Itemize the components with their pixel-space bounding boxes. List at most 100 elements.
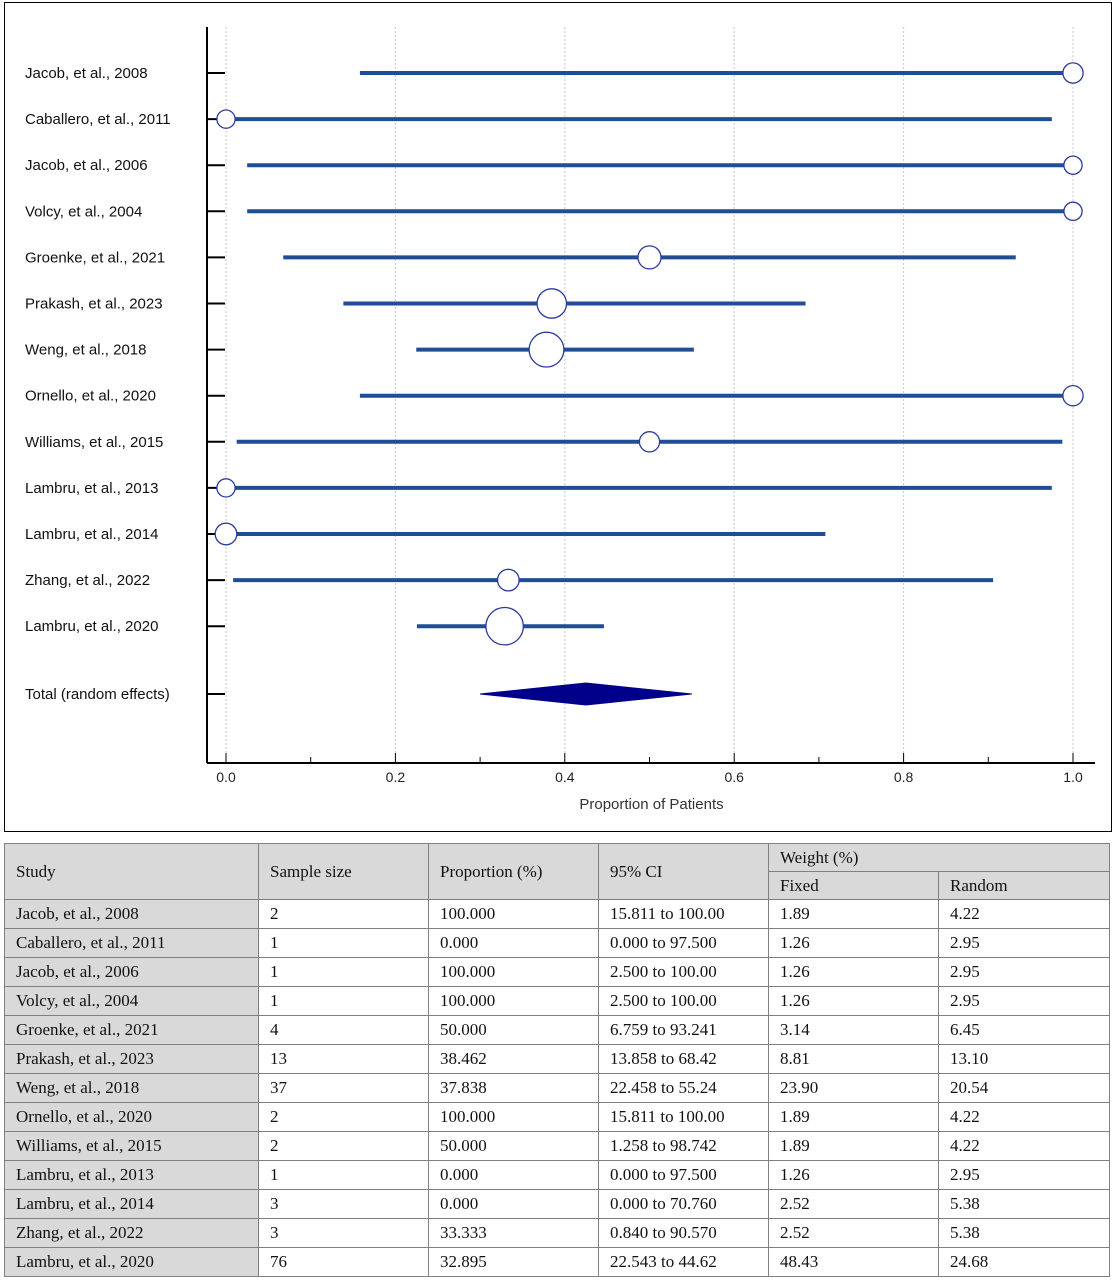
- estimate-marker: [1063, 201, 1083, 222]
- table-row: Williams, et al., 2015 2 50.000 1.258 to 98…: [4, 1131, 1111, 1161]
- cell-ci: 6.759 to 93.241: [598, 1015, 769, 1045]
- study-label: Volcy, et al., 2004: [25, 203, 142, 220]
- x-axis-title: Proportion of Patients: [579, 796, 723, 813]
- cell-sample-size: 2: [258, 899, 429, 929]
- cell-sample-size: 13: [258, 1044, 429, 1074]
- cell-proportion: 100.000: [428, 986, 599, 1016]
- cell-sample-size: 2: [258, 1102, 429, 1132]
- cell-study: Jacob, et al., 2008: [4, 899, 259, 929]
- cell-weight-random: 2.95: [937, 957, 1111, 987]
- estimate-marker: [216, 478, 236, 498]
- cell-weight-fixed: 48.43: [768, 1247, 939, 1277]
- table-row: Volcy, et al., 2004 1 100.000 2.500 to 100.…: [4, 986, 1111, 1016]
- cell-ci: 22.543 to 44.62: [598, 1247, 769, 1277]
- study-table: Study Sample size Proportion (%) 95% CI …: [4, 843, 1111, 1277]
- estimate-marker: [1062, 62, 1084, 84]
- cell-study: Caballero, et al., 2011: [4, 928, 259, 958]
- cell-sample-size: 76: [258, 1247, 429, 1277]
- cell-weight-fixed: 1.26: [768, 1160, 939, 1190]
- estimate-marker: [214, 522, 238, 546]
- study-label: Jacob, et al., 2006: [25, 157, 148, 174]
- table-row: Jacob, et al., 2008 2 100.000 15.811 to 100…: [4, 899, 1111, 929]
- estimate-marker: [536, 288, 568, 319]
- cell-weight-fixed: 3.14: [768, 1015, 939, 1045]
- header-weight-fixed: Fixed: [768, 871, 939, 900]
- study-label: Ornello, et al., 2020: [25, 388, 156, 405]
- estimate-marker: [528, 331, 565, 368]
- cell-study: Groenke, et al., 2021: [4, 1015, 259, 1045]
- cell-weight-random: 4.22: [937, 1102, 1111, 1132]
- cell-sample-size: 2: [258, 1131, 429, 1161]
- cell-proportion: 50.000: [428, 1015, 599, 1045]
- cell-weight-fixed: 2.52: [768, 1218, 939, 1248]
- estimate-marker: [1062, 384, 1084, 407]
- cell-weight-random: 2.95: [937, 928, 1111, 958]
- cell-weight-fixed: 1.89: [768, 899, 939, 929]
- estimate-marker: [1063, 155, 1083, 175]
- cell-ci: 0.840 to 90.570: [598, 1218, 769, 1248]
- cell-study: Weng, et al., 2018: [4, 1073, 259, 1103]
- cell-ci: 13.858 to 68.42: [598, 1044, 769, 1074]
- cell-sample-size: 37: [258, 1073, 429, 1103]
- table-row: Jacob, et al., 2006 1 100.000 2.500 to 100.…: [4, 957, 1111, 987]
- estimate-marker: [637, 245, 662, 270]
- cell-proportion: 100.000: [428, 957, 599, 987]
- study-label: Zhang, et al., 2022: [25, 572, 150, 589]
- cell-ci: 0.000 to 97.500: [598, 928, 769, 958]
- study-label: Caballero, et al., 2011: [25, 111, 171, 128]
- cell-weight-fixed: 8.81: [768, 1044, 939, 1074]
- cell-ci: 1.258 to 98.742: [598, 1131, 769, 1161]
- cell-ci: 2.500 to 100.00: [598, 986, 769, 1016]
- cell-ci: 0.000 to 97.500: [598, 1160, 769, 1190]
- cell-proportion: 0.000: [428, 1160, 599, 1190]
- cell-proportion: 32.895: [428, 1247, 599, 1277]
- cell-weight-fixed: 1.89: [768, 1102, 939, 1132]
- header-proportion: Proportion (%): [428, 843, 599, 900]
- table-row: Lambru, et al., 2013 1 0.000 0.000 to 97.50…: [4, 1160, 1111, 1190]
- cell-weight-random: 4.22: [937, 899, 1111, 929]
- study-table-container: Study Sample size Proportion (%) 95% CI …: [4, 843, 1111, 1277]
- study-label: Lambru, et al., 2013: [25, 480, 158, 497]
- table-row: Lambru, et al., 2014 3 0.000 0.000 to 70.76…: [4, 1189, 1111, 1219]
- cell-weight-fixed: 2.52: [768, 1189, 939, 1219]
- cell-study: Williams, et al., 2015: [4, 1131, 259, 1161]
- cell-weight-fixed: 1.89: [768, 1131, 939, 1161]
- estimate-marker: [485, 606, 524, 646]
- table-row: Caballero, et al., 2011 1 0.000 0.000 to 97…: [4, 928, 1111, 958]
- forest-plot: 0.0 0.2 0.4 0.6 0.8 1.0 Proportion of Patients…: [25, 27, 1095, 813]
- study-label: Groenke, et al., 2021: [25, 249, 165, 266]
- table-row: Ornello, et al., 2020 2 100.000 15.811 to 1…: [4, 1102, 1111, 1132]
- cell-weight-fixed: 1.26: [768, 986, 939, 1016]
- cell-sample-size: 1: [258, 928, 429, 958]
- x-tick-label: 0.4: [555, 769, 575, 785]
- cell-proportion: 38.462: [428, 1044, 599, 1074]
- header-weight: Weight (%): [767, 843, 1111, 872]
- table-row: Groenke, et al., 2021 4 50.000 6.759 to 93.…: [4, 1015, 1111, 1045]
- header-weight-random: Random: [937, 871, 1111, 900]
- cell-proportion: 37.838: [428, 1073, 599, 1103]
- cell-study: Lambru, et al., 2013: [4, 1160, 259, 1190]
- cell-proportion: 0.000: [428, 1189, 599, 1219]
- x-tick-label: 0.2: [386, 769, 406, 785]
- cell-sample-size: 3: [258, 1218, 429, 1248]
- cell-study: Volcy, et al., 2004: [4, 986, 259, 1016]
- cell-ci: 22.458 to 55.24: [598, 1073, 769, 1103]
- cell-weight-random: 5.38: [937, 1189, 1111, 1219]
- cell-weight-fixed: 1.26: [768, 928, 939, 958]
- cell-weight-random: 20.54: [937, 1073, 1111, 1103]
- estimate-marker: [496, 568, 520, 592]
- x-tick-label: 1.0: [1063, 769, 1083, 785]
- cell-study: Zhang, et al., 2022: [4, 1218, 259, 1248]
- study-label: Williams, et al., 2015: [25, 434, 163, 451]
- cell-weight-random: 4.22: [937, 1131, 1111, 1161]
- cell-weight-random: 2.95: [937, 1160, 1111, 1190]
- estimate-marker: [216, 109, 236, 129]
- table-row: Weng, et al., 2018 37 37.838 22.458 to 55.2…: [4, 1073, 1111, 1103]
- study-label: Jacob, et al., 2008: [25, 65, 148, 82]
- cell-weight-random: 13.10: [937, 1044, 1111, 1074]
- cell-ci: 0.000 to 70.760: [598, 1189, 769, 1219]
- x-tick-label: 0.6: [724, 769, 744, 785]
- cell-sample-size: 4: [258, 1015, 429, 1045]
- total-label: Total (random effects): [25, 686, 170, 703]
- cell-sample-size: 3: [258, 1189, 429, 1219]
